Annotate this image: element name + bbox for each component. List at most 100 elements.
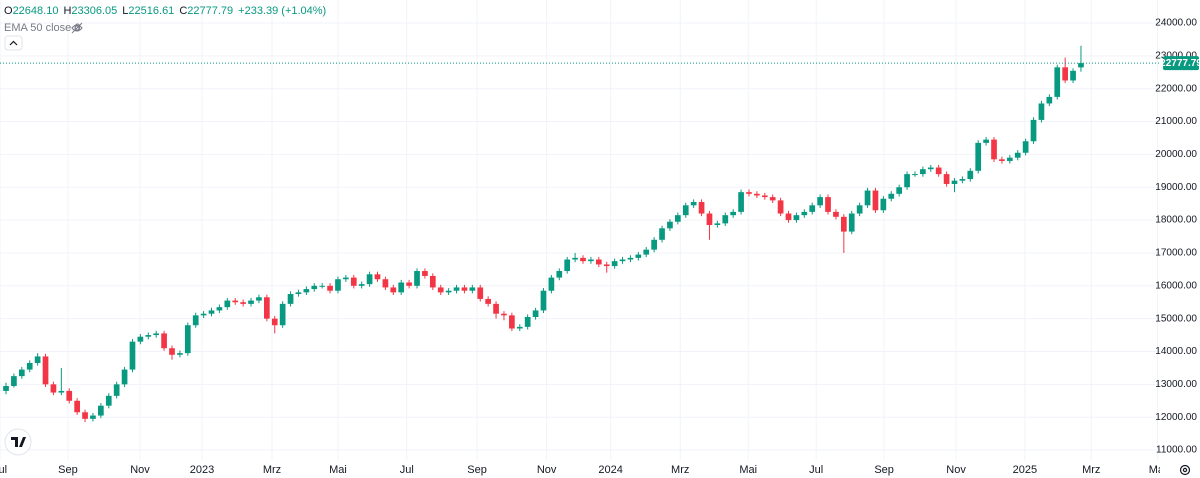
y-tick-label: 14000.00 [1155,346,1197,357]
candle-body [1054,67,1061,97]
candle-body [311,285,318,290]
collapse-button[interactable] [4,35,23,51]
candle-body [864,190,871,206]
candle-body [153,333,160,336]
candle-body [1062,67,1068,81]
candle-body [390,287,397,293]
candle-body [327,285,333,291]
legend-key: O [4,5,13,17]
legend-value: 22777.79 [187,5,233,17]
candle-body [145,335,152,337]
candle-body [271,318,278,326]
candle-body [825,197,831,212]
candle-body [738,192,744,212]
candle-body [777,200,784,214]
x-tick-label: Mrz [263,464,281,476]
candle-body [192,315,199,326]
candle-body [113,384,120,396]
x-tick-label: 2025 [1013,464,1037,476]
candle-body [675,215,681,222]
candle-body [793,215,800,221]
candle-body [920,169,926,175]
y-tick-label: 13000.00 [1155,379,1197,390]
candle-body [1030,119,1037,142]
candle-body [406,282,412,286]
candle-body [453,287,460,291]
x-tick-label: Nov [537,464,557,476]
legend-value: 23306.05 [71,5,117,17]
candle-body [524,317,531,327]
candle-body [461,287,468,291]
candle-body [208,310,215,314]
candle-body [248,300,254,304]
hide-icon[interactable] [71,22,83,34]
candle-body [999,159,1005,161]
candle-body [1078,63,1084,68]
candle-body [1038,103,1045,120]
candle-body [437,287,444,293]
candle-body [991,139,997,160]
candle-body [303,289,310,293]
candle-body [485,298,492,304]
candle-body [58,390,65,393]
grid [0,0,1160,460]
candle-body [943,174,950,184]
x-tick-label: Sep [467,464,487,476]
x-tick-label: Sep [874,464,894,476]
y-tick-label: 22000.00 [1155,83,1197,94]
candle-body [706,213,713,226]
candle-body [714,223,721,226]
y-tick-label: 15000.00 [1155,313,1197,324]
candle-body [26,362,33,370]
legend-value: 22648.10 [13,5,59,17]
candle-body [548,277,555,291]
candle-body [564,259,571,272]
candle-body [493,303,499,314]
y-tick-label: 11000.00 [1156,445,1197,456]
candle-body [635,254,642,258]
settings-icon[interactable] [1179,464,1191,476]
y-tick-label: 19000.00 [1155,182,1197,193]
candle-body [746,192,752,194]
y-tick-label: 16000.00 [1155,280,1197,291]
x-tick-label: Mrz [1082,464,1100,476]
x-axis: Jul Sep Nov 2023 Mrz Mai Jul Sep Nov 2024 Mrz Mai Ju… [0,464,1160,476]
candle-body [263,297,270,319]
candle-body [801,211,808,216]
candle-body [18,369,25,377]
y-tick-label: 17000.00 [1155,248,1197,259]
legend-key: L [122,5,128,17]
candle-body [611,261,618,267]
candle-body [840,216,847,232]
candle-body [872,190,879,211]
candle-body [256,297,262,301]
y-tick-label: 24000.00 [1155,18,1197,29]
legend-key: H [63,5,71,17]
candle-body [785,213,792,221]
candle-body [912,174,918,176]
candles [0,45,1160,423]
y-tick-label: 20000.00 [1155,149,1197,160]
candle-body [627,257,634,260]
candle-body [682,205,689,216]
candle-body [3,385,9,391]
candle-body [105,395,112,406]
y-axis: 11000.00 12000.00 13000.00 14000.00 15000.00… [1155,18,1200,456]
candle-body [374,274,381,280]
candle-body [588,259,594,262]
candle-body [90,415,96,419]
last-price-tag [1163,56,1199,71]
legend-change: +233.39 (+1.04%) [238,5,326,17]
x-tick-label: 2024 [598,464,622,476]
candle-body [667,221,673,229]
candle-body [1046,96,1053,104]
candle-body [935,167,942,175]
candle-body [477,287,484,299]
candle-body [540,290,547,311]
candle-body [833,211,839,217]
x-tick-label: Mrz [671,464,689,476]
candle-body [516,326,523,329]
candle-body [366,274,373,285]
candle-body [1006,157,1013,161]
candle-body [761,195,768,198]
